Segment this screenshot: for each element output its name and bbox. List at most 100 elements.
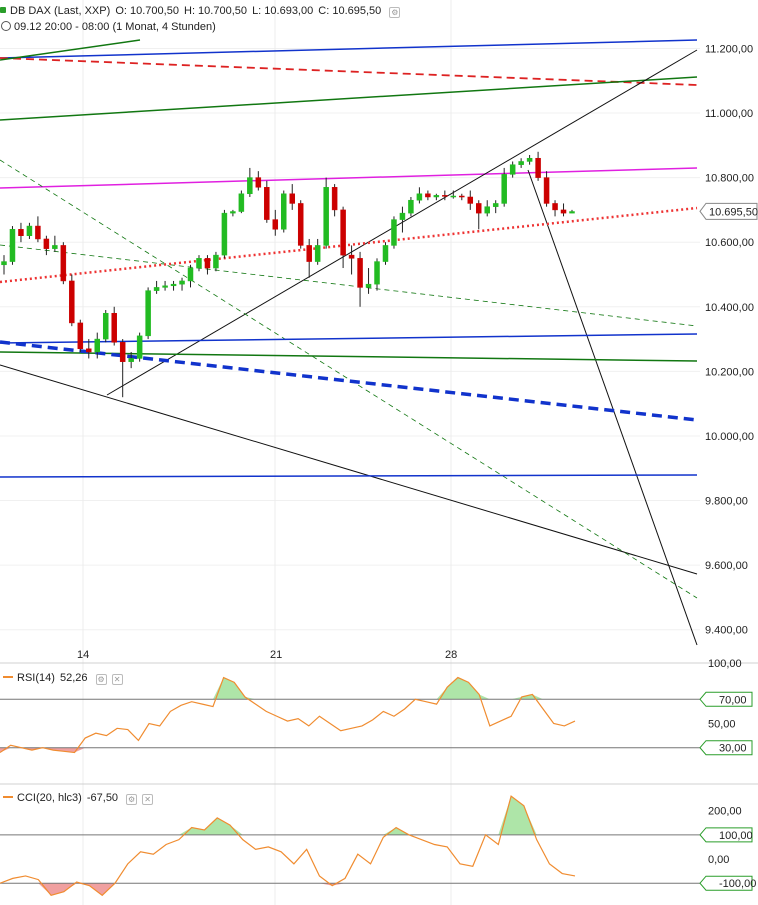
rsi-settings-icon[interactable]: ⚙ xyxy=(95,674,107,685)
candle-body xyxy=(128,358,134,362)
candle-body xyxy=(86,348,92,353)
clock-icon xyxy=(1,21,11,31)
candle xyxy=(111,306,117,346)
candle xyxy=(281,190,287,233)
candle-body xyxy=(1,261,7,266)
candle xyxy=(213,251,219,272)
date-tick-label: 21 xyxy=(270,649,282,661)
candle-body xyxy=(459,195,465,198)
cci-level-label: 100,00 xyxy=(719,830,753,842)
candle xyxy=(560,203,567,217)
price-tick-label: 10.800,00 xyxy=(705,173,754,185)
candle xyxy=(391,216,397,249)
candle-body xyxy=(492,203,499,207)
candle-body xyxy=(382,245,389,262)
candle-body xyxy=(501,174,507,204)
candle xyxy=(230,209,236,217)
black-downtrend-line xyxy=(0,364,698,575)
blue-dashed-line xyxy=(0,340,698,422)
open-value: O: 10.700,50 xyxy=(115,5,179,17)
candle-body xyxy=(153,287,160,291)
cci-level-box xyxy=(699,875,753,891)
green-short-line xyxy=(0,39,141,61)
candle xyxy=(365,268,372,294)
candle-body xyxy=(52,245,58,249)
candle xyxy=(128,351,134,369)
candle xyxy=(170,280,177,291)
cci-settings-icon[interactable]: ⚙ xyxy=(126,794,138,805)
candle-body xyxy=(77,322,84,350)
candle xyxy=(450,190,457,199)
indicator-dot-icon xyxy=(0,7,6,13)
candle xyxy=(492,200,499,214)
candle-body xyxy=(306,245,312,262)
candle-body xyxy=(221,212,228,256)
date-tick-label: 14 xyxy=(77,649,89,661)
candle xyxy=(18,222,24,243)
candle-body xyxy=(391,219,397,246)
candle-body xyxy=(484,206,490,214)
candle-body xyxy=(264,187,270,220)
candle-body xyxy=(119,342,126,362)
candle-body xyxy=(297,203,304,246)
cci-level-box xyxy=(699,827,753,843)
rsi-close-icon[interactable]: ✕ xyxy=(111,674,123,685)
cci-header: CCI(20, hlc3) -67,50 ⚙ ✕ xyxy=(0,792,155,805)
candle xyxy=(52,235,58,252)
candle-body xyxy=(526,157,533,162)
candle xyxy=(187,264,194,288)
candle xyxy=(86,339,92,359)
price-tick-label: 10.400,00 xyxy=(705,302,754,314)
candle xyxy=(501,167,507,207)
candle xyxy=(136,332,143,362)
cci-level-label: -100,00 xyxy=(719,878,756,890)
candle-body xyxy=(365,283,372,288)
candle-body xyxy=(348,254,355,259)
close-value: C: 10.695,50 xyxy=(318,5,382,17)
price-tick-label: 11.200,00 xyxy=(705,43,753,55)
candle xyxy=(9,226,16,265)
candle-body xyxy=(247,177,253,195)
candle-body xyxy=(408,199,414,214)
rsi-level-box xyxy=(699,740,753,756)
candle xyxy=(204,255,211,275)
candle-body xyxy=(289,193,295,204)
settings-icon[interactable]: ⚙ xyxy=(389,7,401,18)
candle xyxy=(518,158,524,168)
green-dashed-line-1 xyxy=(0,159,698,599)
candle-body xyxy=(136,335,143,359)
rsi-header: RSI(14) 52,26 ⚙ ✕ xyxy=(0,672,125,685)
rsi-tick-label: 50,00 xyxy=(708,719,736,731)
main-header: DB DAX (Last, XXP) O: 10.700,50 H: 10.70… xyxy=(0,5,402,18)
rsi-overbought-fill xyxy=(0,677,575,700)
candle-body xyxy=(442,195,448,197)
candle xyxy=(289,184,295,210)
candle xyxy=(467,190,474,210)
cci-close-icon[interactable]: ✕ xyxy=(142,794,154,805)
price-tick-label: 9.400,00 xyxy=(705,625,748,637)
rsi-tick-label: 100,00 xyxy=(708,658,742,670)
candle-body xyxy=(255,177,262,188)
magenta-line xyxy=(0,167,698,189)
candle-body xyxy=(374,261,380,285)
price-tick-label: 9.800,00 xyxy=(705,496,748,508)
low-value: L: 10.693,00 xyxy=(252,5,314,17)
candle-body xyxy=(170,283,177,287)
candle-body xyxy=(518,161,524,165)
rsi-level-label: 70,00 xyxy=(719,694,747,706)
candle xyxy=(323,177,329,249)
candle-body xyxy=(35,225,41,240)
candle-body xyxy=(552,203,558,211)
candle xyxy=(94,332,101,359)
candle-body xyxy=(102,312,109,340)
candle-body xyxy=(331,187,338,211)
rsi-level-label: 30,00 xyxy=(719,743,747,755)
rsi-oversold-fill xyxy=(0,747,575,753)
cci-label: CCI(20, hlc3) xyxy=(17,792,82,804)
candle xyxy=(247,167,253,197)
rsi-line xyxy=(0,676,576,754)
symbol-label: DB DAX (Last, XXP) xyxy=(10,5,111,17)
candle-body xyxy=(238,193,245,212)
cci-overbought-fill xyxy=(0,796,575,835)
